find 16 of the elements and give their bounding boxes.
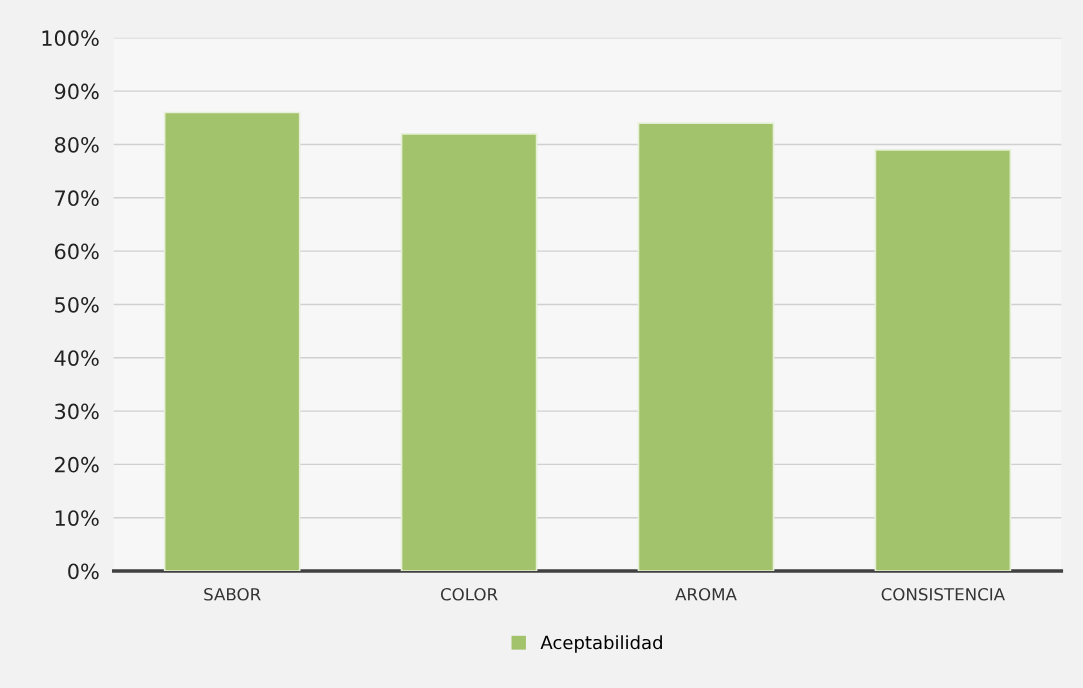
y-tick-label: 30% <box>55 403 99 420</box>
y-tick-label: 100% <box>42 30 99 47</box>
y-tick-label: 60% <box>54 243 99 260</box>
y-tick-label: 40% <box>54 350 99 366</box>
y-tick-label: 90% <box>54 83 99 100</box>
y-tick-label: 50% <box>55 296 99 313</box>
x-tick-label: CONSISTENCIA <box>881 588 1005 601</box>
x-tick-label: COLOR <box>440 588 498 601</box>
x-tick-label: AROMA <box>675 588 737 601</box>
x-tick-label: SABOR <box>204 588 261 601</box>
y-tick-label: 70% <box>55 190 99 207</box>
y-tick-label: 10% <box>55 510 99 526</box>
y-tick-label: 80% <box>54 136 99 153</box>
y-tick-label: 0% <box>68 563 99 580</box>
legend-label: Aceptabilidad <box>540 635 662 653</box>
y-tick-label: 20% <box>55 456 99 473</box>
